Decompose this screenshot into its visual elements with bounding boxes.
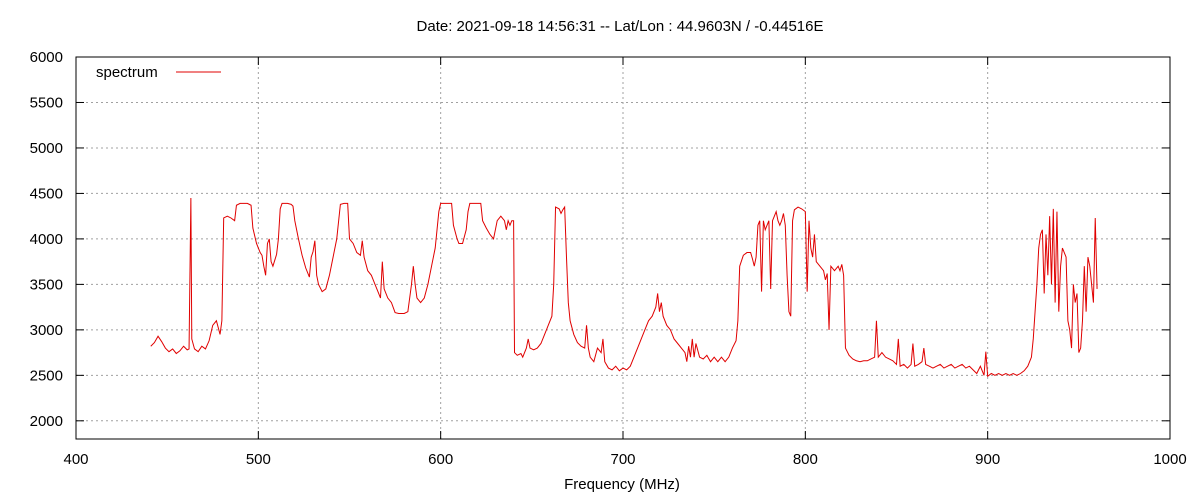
y-tick-label: 4500 xyxy=(30,185,63,202)
x-tick-label: 900 xyxy=(975,451,1000,468)
x-tick-label: 1000 xyxy=(1153,451,1186,468)
spectrum-series-line xyxy=(150,197,1098,378)
legend-label: spectrum xyxy=(96,64,158,81)
x-tick-label: 700 xyxy=(610,451,635,468)
y-tick-label: 2500 xyxy=(30,367,63,384)
chart-title: Date: 2021-09-18 14:56:31 -- Lat/Lon : 4… xyxy=(416,18,824,35)
x-tick-label: 600 xyxy=(428,451,453,468)
series-layer xyxy=(150,197,1098,378)
x-tick-label: 800 xyxy=(793,451,818,468)
x-axis-label: Frequency (MHz) xyxy=(564,476,680,493)
grid xyxy=(75,56,1171,439)
x-tick-label: 400 xyxy=(63,451,88,468)
y-tick-label: 4000 xyxy=(30,231,63,248)
y-tick-label: 5000 xyxy=(30,140,63,157)
y-tick-label: 3000 xyxy=(30,322,63,339)
legend: spectrum xyxy=(96,64,221,81)
y-tick-label: 2000 xyxy=(30,413,63,430)
y-axis: 2000 2500 3000 3500 4000 4500 5000 5500 6000 xyxy=(30,49,1170,430)
x-tick-label: 500 xyxy=(246,451,271,468)
y-tick-label: 6000 xyxy=(30,49,63,66)
y-tick-label: 5500 xyxy=(30,94,63,111)
x-axis: 400 500 600 700 800 900 1000 xyxy=(63,57,1187,468)
y-tick-label: 3500 xyxy=(30,276,63,293)
